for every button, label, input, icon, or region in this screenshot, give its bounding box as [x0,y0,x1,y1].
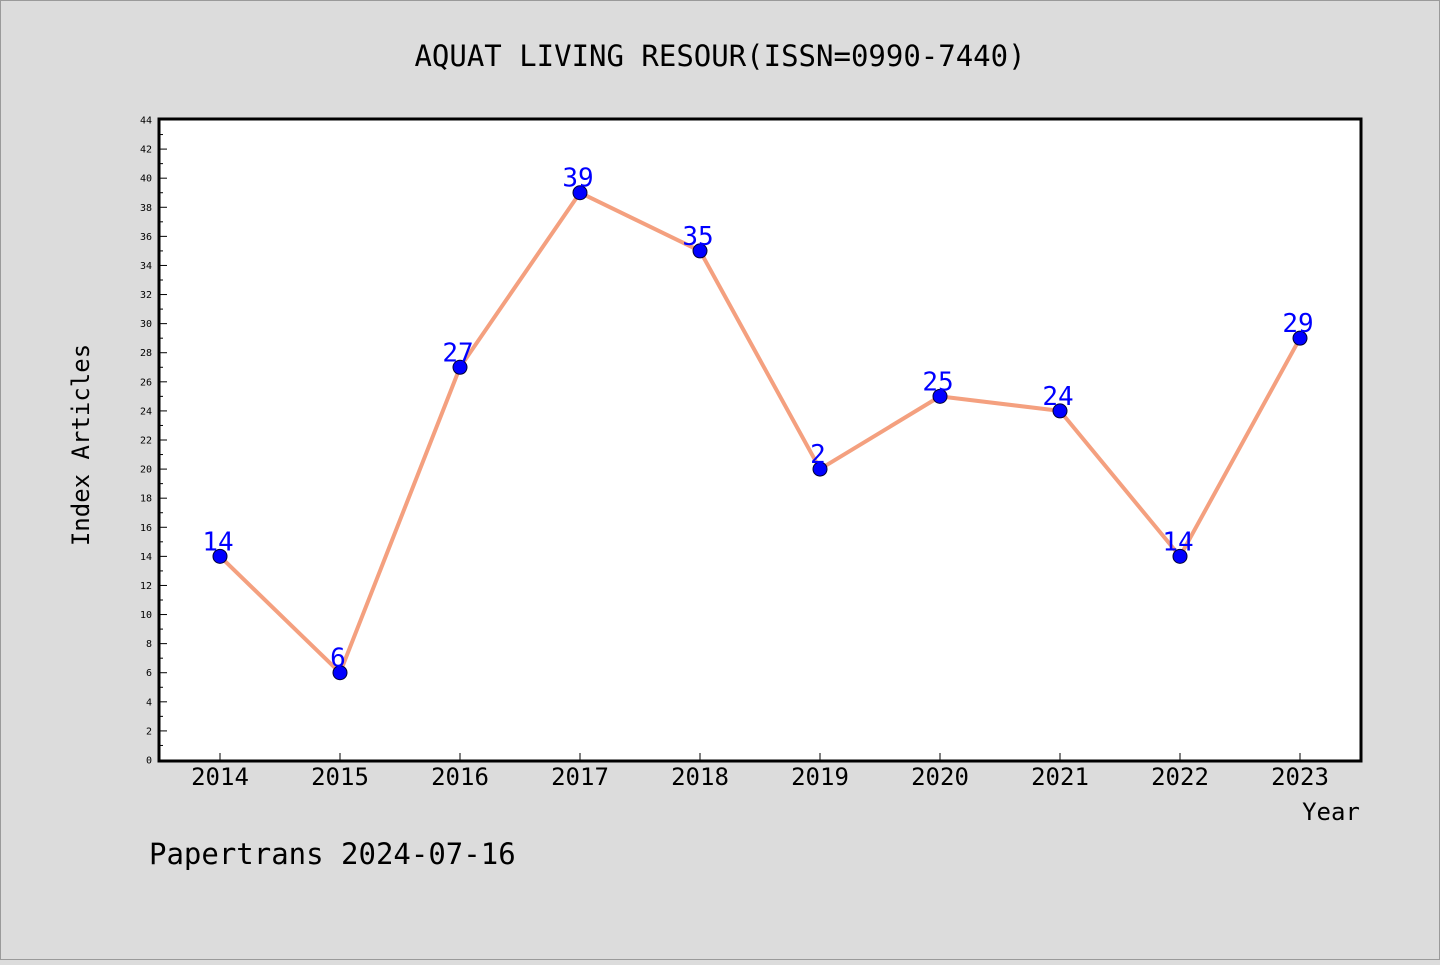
y-axis-label: Index Articles [67,344,95,546]
y-tick-label: 22 [140,436,152,447]
y-tick-label: 32 [140,290,152,301]
y-tick-label: 38 [140,203,152,214]
y-tick-label: 10 [140,610,152,621]
x-tick-label: 2022 [1151,763,1209,791]
x-tick-label: 2016 [431,763,489,791]
x-tick-label: 2023 [1271,763,1329,791]
plot-frame [157,117,1363,763]
footer-credit: Papertrans 2024-07-16 [149,837,516,871]
plot-area [159,119,1361,761]
y-tick-label: 0 [146,756,152,767]
x-tick-label: 2018 [671,763,729,791]
y-tick-label: 18 [140,494,152,505]
y-tick-label: 34 [140,261,152,272]
y-tick-label: 2 [146,726,152,737]
x-axis-label: Year [1302,798,1360,826]
data-point-marker [812,461,828,477]
y-tick-label: 16 [140,523,152,534]
data-label: 27 [442,338,473,368]
data-label: 14 [202,527,233,557]
x-tick-label: 2021 [1031,763,1089,791]
y-tick-label: 28 [140,348,152,359]
x-axis-ticks: 2014 2015 2016 2017 2018 2019 2020 2021 2022 2023 [191,753,1329,791]
data-label: 24 [1042,382,1073,412]
y-tick-label: 36 [140,232,152,243]
series-group: 14 6 27 39 35 2 25 24 14 29 [202,164,1314,681]
chart-title: AQUAT LIVING RESOUR(ISSN=0990-7440) [414,39,1025,73]
x-tick-label: 2015 [311,763,369,791]
y-tick-label: 30 [140,319,152,330]
data-label: 14 [1162,527,1193,557]
y-tick-label: 26 [140,377,152,388]
y-tick-label: 4 [146,697,152,708]
data-label: 6 [330,644,346,674]
data-label: 25 [922,367,953,397]
data-label: 35 [682,222,713,252]
data-label: 39 [562,164,593,194]
x-tick-label: 2017 [551,763,609,791]
data-label: 2 [810,440,826,470]
data-point-marker [692,243,708,259]
x-tick-label: 2019 [791,763,849,791]
x-tick-label: 2020 [911,763,969,791]
y-tick-label: 44 [140,116,152,127]
data-point-marker [212,548,228,564]
data-point-marker [1052,403,1068,419]
data-point-marker [932,388,948,404]
data-point-marker [332,665,348,681]
data-point-marker [572,185,588,201]
data-point-marker [1292,330,1308,346]
data-point-marker [452,359,468,375]
y-tick-label: 40 [140,174,152,185]
y-tick-label: 20 [140,465,152,476]
y-tick-label: 6 [146,668,152,679]
data-label: 29 [1282,309,1313,339]
y-tick-label: 8 [146,639,152,650]
y-tick-label: 24 [140,406,152,417]
data-point-marker [1172,548,1188,564]
y-tick-label: 12 [140,581,152,592]
x-tick-label: 2014 [191,763,249,791]
y-tick-label: 42 [140,145,152,156]
y-tick-label: 14 [140,552,152,563]
series-line [218,190,1302,675]
